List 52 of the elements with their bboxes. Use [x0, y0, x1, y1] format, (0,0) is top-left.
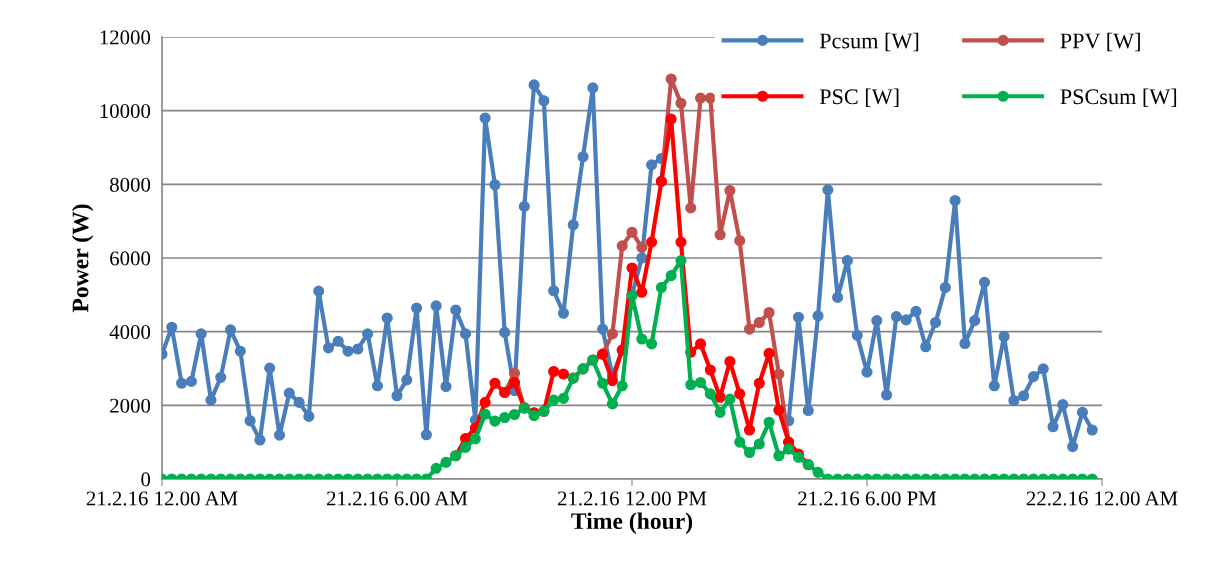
point — [753, 377, 765, 389]
point — [636, 241, 648, 253]
x-tick-label: 21.2.16 6.00 PM — [798, 491, 937, 506]
y-tick-label: 12000 — [100, 30, 151, 45]
x-tick-label: 21.2.16 12.00 AM — [86, 491, 238, 506]
point — [763, 347, 775, 359]
y-tick-label: 4000 — [109, 325, 151, 340]
point — [675, 97, 687, 109]
y-tick-label: 0 — [141, 472, 151, 487]
point — [773, 404, 785, 416]
y-tick-label: 6000 — [110, 251, 151, 266]
point — [548, 365, 560, 378]
x-axis-title: Time (hour) — [571, 512, 693, 534]
point — [665, 113, 677, 125]
point — [714, 229, 726, 241]
point — [606, 328, 618, 340]
x-tick-label: 22.2.16 12.00 AM — [1026, 491, 1178, 506]
y-tick-label: 10000 — [100, 104, 151, 119]
point — [743, 424, 756, 436]
point — [646, 236, 658, 248]
point — [694, 338, 707, 350]
legend-label: PSCsum [W] — [1060, 88, 1177, 107]
point — [694, 92, 707, 104]
point — [616, 240, 628, 252]
point — [753, 316, 765, 329]
legend-label: PSC [W] — [819, 88, 899, 107]
point — [557, 368, 570, 380]
point — [734, 388, 746, 400]
point — [734, 235, 746, 247]
point — [626, 226, 638, 238]
point — [636, 286, 648, 298]
point — [704, 92, 716, 104]
point — [489, 377, 501, 389]
point — [704, 364, 716, 376]
point — [763, 306, 775, 319]
legend-label: PPV [W] — [1060, 32, 1140, 52]
point — [626, 262, 638, 274]
point — [508, 367, 521, 379]
x-tick-label: 21.2.16 12.00 PM — [557, 491, 707, 506]
point — [508, 376, 521, 389]
y-tick-label: 2000 — [110, 398, 151, 413]
point — [665, 73, 677, 85]
legend-label: Pcsum [W] — [819, 32, 919, 52]
y-axis-title: Power (W) — [71, 204, 94, 313]
point — [479, 396, 491, 408]
point — [606, 375, 618, 387]
y-tick-label: 8000 — [110, 177, 151, 192]
point — [675, 236, 687, 248]
point — [714, 391, 726, 403]
point — [743, 323, 756, 335]
x-tick-label: 21.2.16 6.00 AM — [327, 491, 468, 506]
point — [685, 202, 697, 214]
